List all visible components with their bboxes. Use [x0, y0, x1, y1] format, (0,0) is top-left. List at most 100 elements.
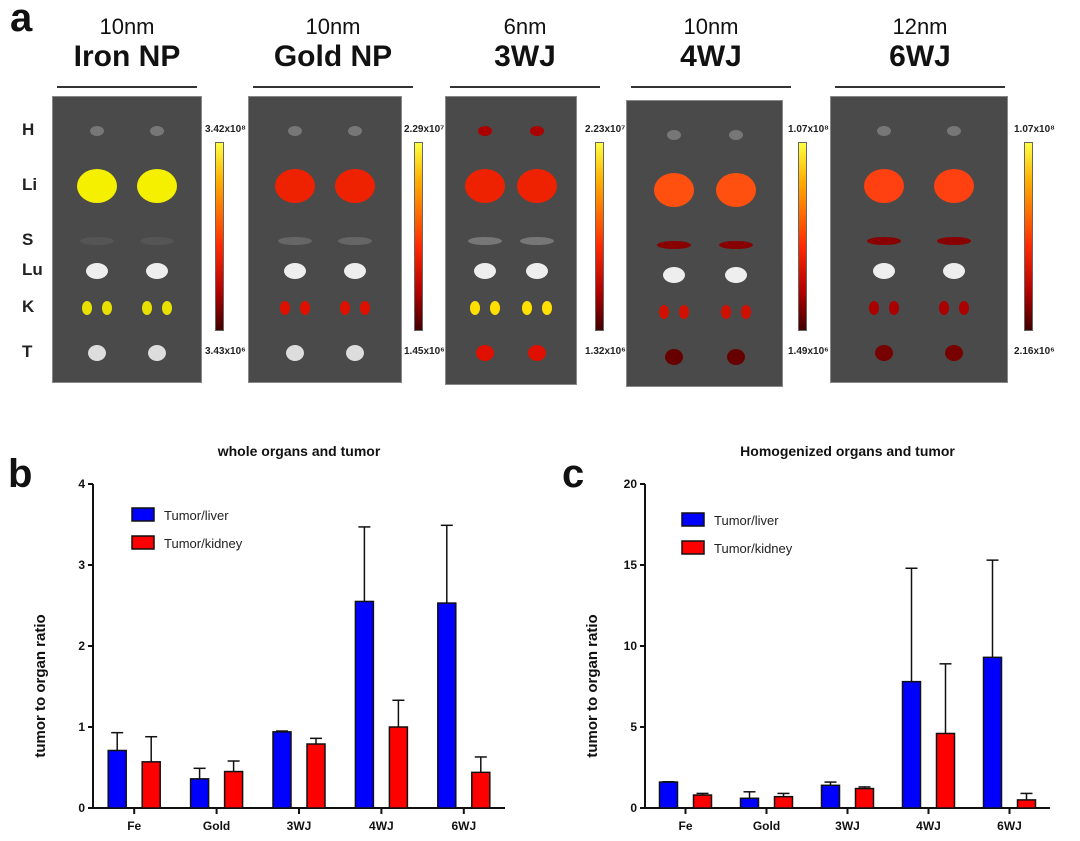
panel-name: Gold NP	[273, 40, 393, 73]
header-underline	[835, 86, 1005, 88]
x-tick-label: 6WJ	[997, 819, 1022, 833]
organ-signal	[468, 237, 502, 245]
organ-signal	[678, 305, 689, 319]
organ-signal	[360, 301, 371, 315]
organ-signal	[283, 263, 306, 279]
organ-signal	[490, 301, 500, 315]
organ-image	[248, 96, 402, 383]
legend-label: Tumor/liver	[714, 513, 779, 528]
panel-size: 12nm	[892, 14, 948, 39]
y-axis-label: tumor to organ ratio	[32, 614, 49, 757]
bar-tumor-kidney-fe	[141, 761, 161, 809]
panel-header-0: 10nm Iron NP	[52, 14, 202, 74]
colorbar-max: 1.07x10⁸	[788, 124, 829, 135]
bar-tumor-kidney-6wj	[1016, 799, 1037, 809]
organ-signal	[474, 263, 496, 279]
y-tick-label: 3	[78, 558, 85, 572]
y-tick-label: 0	[78, 801, 85, 815]
organ-signal	[465, 169, 505, 203]
organ-signal	[866, 237, 901, 245]
panel-label-a: a	[10, 0, 33, 40]
organ-signal	[715, 173, 756, 207]
bar-tumor-kidney-gold	[223, 770, 244, 809]
panel-header-2: 6nm 3WJ	[445, 14, 605, 74]
organ-signal	[724, 267, 747, 283]
bar-tumor-liver-3wj	[820, 784, 841, 809]
organ-signal	[888, 301, 899, 315]
panel-name: 4WJ	[680, 40, 742, 73]
panel-header-3: 10nm 4WJ	[626, 14, 796, 74]
organ-signal	[279, 301, 290, 315]
organ-signal	[346, 345, 365, 361]
organ-image	[445, 96, 577, 385]
y-tick-label: 15	[624, 558, 638, 572]
bar-tumor-liver-gold	[189, 778, 210, 809]
colorbar-min: 3.43x10⁶	[205, 346, 246, 357]
chart-title: Homogenized organs and tumor	[740, 443, 955, 459]
organ-signal	[287, 126, 302, 136]
panel-size: 10nm	[305, 14, 361, 39]
organ-signal	[664, 349, 683, 365]
bar-tumor-liver-6wj	[982, 656, 1003, 809]
x-tick-label: 6WJ	[451, 819, 476, 833]
chart-b: whole organs and tumor tumor to organ rat…	[32, 443, 505, 833]
organ-signal	[80, 237, 115, 245]
x-tick-label: Fe	[127, 819, 141, 833]
organ-signal	[141, 301, 152, 315]
panel-size: 6nm	[503, 14, 547, 39]
bar-tumor-kidney-fe	[692, 794, 713, 809]
colorbar-max: 2.29x10⁷	[404, 124, 445, 135]
organ-signal	[161, 301, 172, 315]
organ-signal	[520, 237, 554, 245]
organ-signal	[666, 130, 681, 140]
panel-name: 6WJ	[889, 40, 951, 73]
x-tick-label: 3WJ	[835, 819, 860, 833]
organ-signal	[876, 126, 891, 136]
organ-signal	[344, 263, 367, 279]
organ-signal	[274, 169, 315, 203]
bar-tumor-kidney-4wj	[935, 732, 956, 809]
header-underline	[631, 86, 791, 88]
legend-swatch	[681, 512, 705, 527]
panel-header-4: 12nm 6WJ	[830, 14, 1010, 74]
organ-signal	[136, 169, 177, 203]
organ-signal	[528, 345, 546, 361]
organ-signal	[277, 237, 312, 245]
organ-signal	[338, 237, 373, 245]
bar-tumor-liver-4wj	[901, 680, 922, 809]
organ-signal	[77, 169, 118, 203]
panel-name: Iron NP	[73, 40, 181, 73]
x-tick-label: 3WJ	[287, 819, 312, 833]
organ-signal	[943, 263, 966, 279]
y-tick-label: 10	[624, 639, 638, 653]
organ-label-k: K	[22, 297, 35, 316]
organ-signal	[872, 263, 895, 279]
organ-signal	[102, 301, 113, 315]
organ-label-li: Li	[22, 175, 38, 194]
colorbar-min: 1.45x10⁶	[404, 346, 445, 357]
bar-tumor-kidney-3wj	[306, 743, 326, 809]
organ-signal	[139, 237, 174, 245]
organ-signal	[874, 345, 893, 361]
y-tick-label: 20	[624, 477, 638, 491]
organ-signal	[147, 345, 166, 361]
colorbar-min: 1.32x10⁶	[585, 346, 626, 357]
legend-label: Tumor/kidney	[164, 536, 243, 551]
organ-signal	[299, 301, 310, 315]
bar-tumor-liver-gold	[739, 797, 760, 809]
organ-signal	[740, 305, 751, 319]
header-underline	[57, 86, 197, 88]
colorbar	[414, 142, 423, 331]
y-tick-label: 2	[78, 639, 85, 653]
organ-signal	[868, 301, 879, 315]
organ-signal	[947, 126, 962, 136]
organ-signal	[522, 301, 532, 315]
organ-label-t: T	[22, 342, 33, 361]
chart-c: Homogenized organs and tumor tumor to org…	[584, 443, 1050, 833]
bar-tumor-liver-fe	[107, 749, 127, 809]
organ-signal	[934, 169, 975, 203]
legend-label: Tumor/liver	[164, 508, 229, 523]
organ-signal	[517, 169, 557, 203]
colorbar-min: 1.49x10⁶	[788, 346, 829, 357]
